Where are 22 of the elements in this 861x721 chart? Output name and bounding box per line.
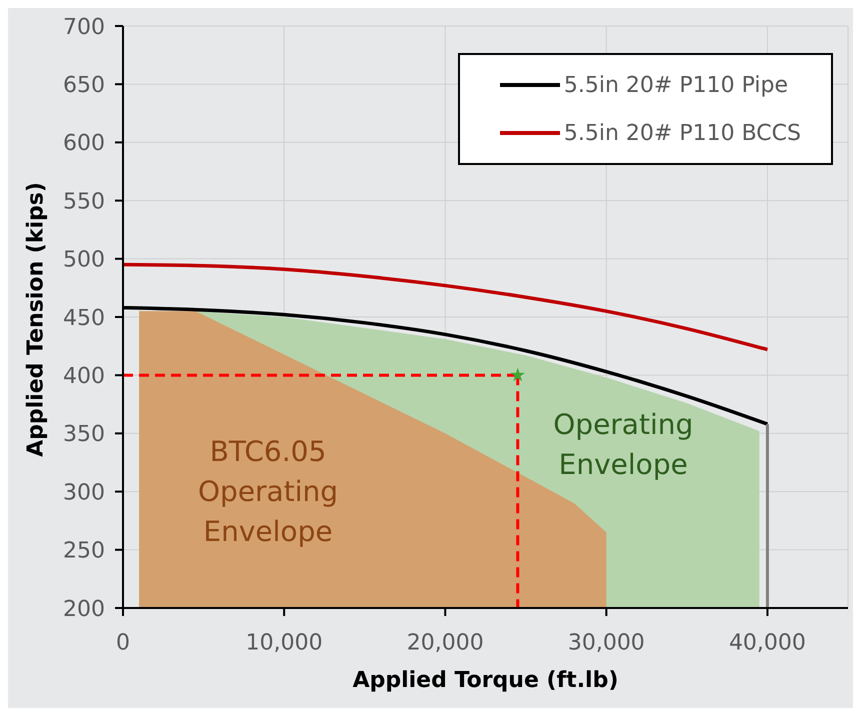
y-tick-label: 350 — [63, 422, 105, 448]
x-tick-label: 20,000 — [406, 630, 484, 656]
legend-label: 5.5in 20# P110 BCCS — [564, 120, 801, 146]
y-tick-label: 550 — [63, 189, 105, 214]
y-tick-label: 300 — [63, 480, 105, 506]
y-tick-label: 600 — [63, 131, 105, 156]
y-tick-label: 450 — [63, 306, 105, 331]
y-tick-label: 650 — [63, 73, 105, 98]
x-tick-label: 0 — [116, 630, 130, 656]
x-axis-title: Applied Torque (ft.lb) — [352, 668, 620, 693]
y-tick-label: 700 — [63, 14, 105, 40]
legend-label: 5.5in 20# P110 Pipe — [564, 72, 788, 98]
y-tick-label: 400 — [63, 364, 105, 390]
annotation: Operating Envelope — [553, 407, 694, 484]
x-tick-label: 40,000 — [728, 630, 806, 656]
y-axis-title: Applied Tension (kips) — [24, 182, 48, 457]
y-tick-label: 200 — [63, 596, 105, 622]
y-tick-label: 250 — [63, 538, 105, 564]
y-tick-label: 500 — [63, 248, 105, 273]
x-tick-label: 10,000 — [246, 630, 323, 656]
x-tick-label: 30,000 — [568, 630, 645, 656]
annotation: BTC6.05 Operating Envelope — [198, 434, 338, 550]
